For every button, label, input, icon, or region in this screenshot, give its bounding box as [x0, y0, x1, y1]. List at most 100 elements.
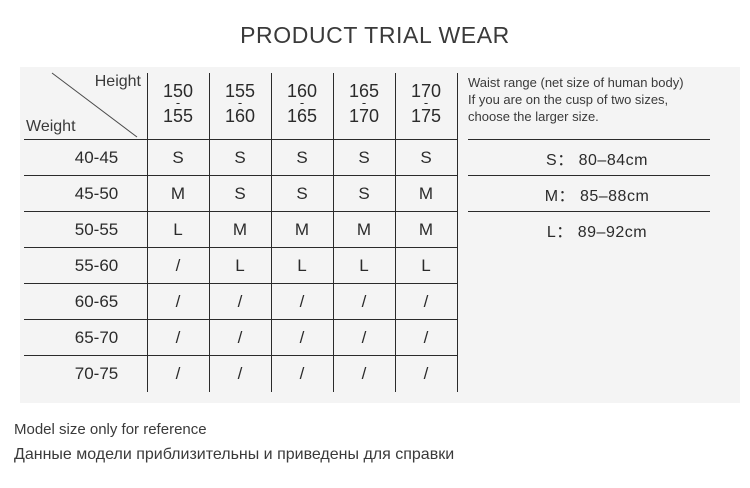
- height-to: 160: [224, 106, 256, 126]
- header-height-label: Height: [94, 73, 141, 90]
- size-cell: /: [299, 364, 305, 383]
- size-chart-panel: Height Weight 150 - 155 155 - 160 160 - …: [20, 67, 740, 403]
- header-height-col-4: 170 - 175: [395, 67, 457, 140]
- height-dash: -: [175, 95, 181, 110]
- size-cell: S: [234, 184, 246, 203]
- size-cell: /: [361, 292, 367, 311]
- row-weight-label: 40-45: [74, 148, 119, 167]
- height-to: 165: [286, 106, 318, 126]
- table-row: 65-70 / / / / /: [24, 320, 736, 356]
- size-cell: S: [420, 148, 432, 167]
- table-row: 60-65 / / / / /: [24, 284, 736, 320]
- table-row: 50-55 L M M M M L： 89–92cm: [24, 212, 736, 248]
- height-dash: -: [361, 95, 367, 110]
- size-cell: M: [356, 220, 372, 239]
- diagonal-divider-line-icon: [51, 72, 138, 138]
- note-line-3: choose the larger size.: [468, 109, 599, 124]
- table-rule: [209, 73, 210, 392]
- table-rule: [24, 175, 458, 176]
- size-cell: /: [423, 292, 429, 311]
- height-dash: -: [237, 95, 243, 110]
- row-weight-label: 70-75: [74, 364, 119, 383]
- size-cell: M: [232, 220, 248, 239]
- size-cell: M: [418, 220, 434, 239]
- height-from: 150: [162, 81, 194, 101]
- table-row: 45-50 M S S S M M： 85–88cm: [24, 176, 736, 212]
- height-from: 165: [348, 81, 380, 101]
- header-corner-cell: Height Weight: [24, 67, 147, 140]
- size-cell: S: [358, 148, 370, 167]
- size-cell: L: [173, 220, 183, 239]
- table-rule: [468, 175, 710, 176]
- header-height-col-2: 160 - 165: [271, 67, 333, 140]
- table-rule: [333, 73, 334, 392]
- size-cell: /: [175, 292, 181, 311]
- size-cell: S: [358, 184, 370, 203]
- size-cell: /: [423, 328, 429, 347]
- header-weight-label: Weight: [26, 118, 76, 135]
- table-rule: [395, 73, 396, 392]
- table-rule: [468, 139, 710, 140]
- size-cell: L: [235, 256, 245, 275]
- table-row: 70-75 / / / / /: [24, 356, 736, 392]
- table-rule: [468, 211, 710, 212]
- table-rule: [24, 283, 458, 284]
- waist-legend-m: M： 85–88cm: [544, 188, 650, 205]
- height-dash: -: [423, 95, 429, 110]
- size-cell: S: [296, 148, 308, 167]
- size-cell: /: [237, 292, 243, 311]
- height-dash: -: [299, 95, 305, 110]
- height-from: 155: [224, 81, 256, 101]
- waist-range-note: Waist range (net size of human body) If …: [468, 74, 730, 125]
- size-cell: /: [175, 364, 181, 383]
- table-rule: [271, 73, 272, 392]
- table-row: 55-60 / L L L L: [24, 248, 736, 284]
- header-height-col-0: 150 - 155: [147, 67, 209, 140]
- height-to: 175: [410, 106, 442, 126]
- row-weight-label: 65-70: [74, 328, 119, 347]
- height-from: 160: [286, 81, 318, 101]
- size-cell: M: [418, 184, 434, 203]
- footer-note-en: Model size only for reference: [14, 421, 207, 438]
- footer-note-ru: Данные модели приблизительны и приведены…: [14, 446, 455, 463]
- table-row: 40-45 S S S S S S： 80–84cm: [24, 140, 736, 176]
- size-chart-table: Height Weight 150 - 155 155 - 160 160 - …: [24, 67, 736, 393]
- table-rule: [147, 73, 148, 392]
- page-title: PRODUCT TRIAL WEAR: [240, 22, 510, 48]
- note-line-2: If you are on the cusp of two sizes,: [468, 92, 669, 107]
- waist-legend-s: S： 80–84cm: [546, 152, 648, 169]
- table-rule: [24, 247, 458, 248]
- table-rule: [457, 73, 458, 392]
- header-height-col-3: 165 - 170: [333, 67, 395, 140]
- size-cell: /: [361, 364, 367, 383]
- note-line-1: Waist range (net size of human body): [468, 75, 684, 90]
- size-cell: /: [361, 328, 367, 347]
- size-cell: /: [423, 364, 429, 383]
- table-rule: [24, 355, 458, 356]
- size-cell: S: [172, 148, 184, 167]
- size-cell: M: [294, 220, 310, 239]
- size-cell: L: [421, 256, 431, 275]
- size-cell: /: [175, 256, 181, 275]
- size-cell: S: [296, 184, 308, 203]
- size-cell: /: [299, 292, 305, 311]
- size-cell: S: [234, 148, 246, 167]
- size-cell: /: [175, 328, 181, 347]
- table-rule: [24, 139, 458, 140]
- footer-notes: Model size only for reference Данные мод…: [14, 418, 734, 468]
- size-cell: /: [237, 328, 243, 347]
- row-weight-label: 45-50: [74, 184, 119, 203]
- row-weight-label: 50-55: [74, 220, 119, 239]
- row-weight-label: 55-60: [74, 256, 119, 275]
- size-cell: M: [170, 184, 186, 203]
- table-rule: [24, 319, 458, 320]
- height-from: 170: [410, 81, 442, 101]
- row-weight-label: 60-65: [74, 292, 119, 311]
- size-cell: L: [359, 256, 369, 275]
- size-cell: /: [299, 328, 305, 347]
- size-cell: /: [237, 364, 243, 383]
- size-cell: L: [297, 256, 307, 275]
- height-to: 170: [348, 106, 380, 126]
- header-height-col-1: 155 - 160: [209, 67, 271, 140]
- height-to: 155: [162, 106, 194, 126]
